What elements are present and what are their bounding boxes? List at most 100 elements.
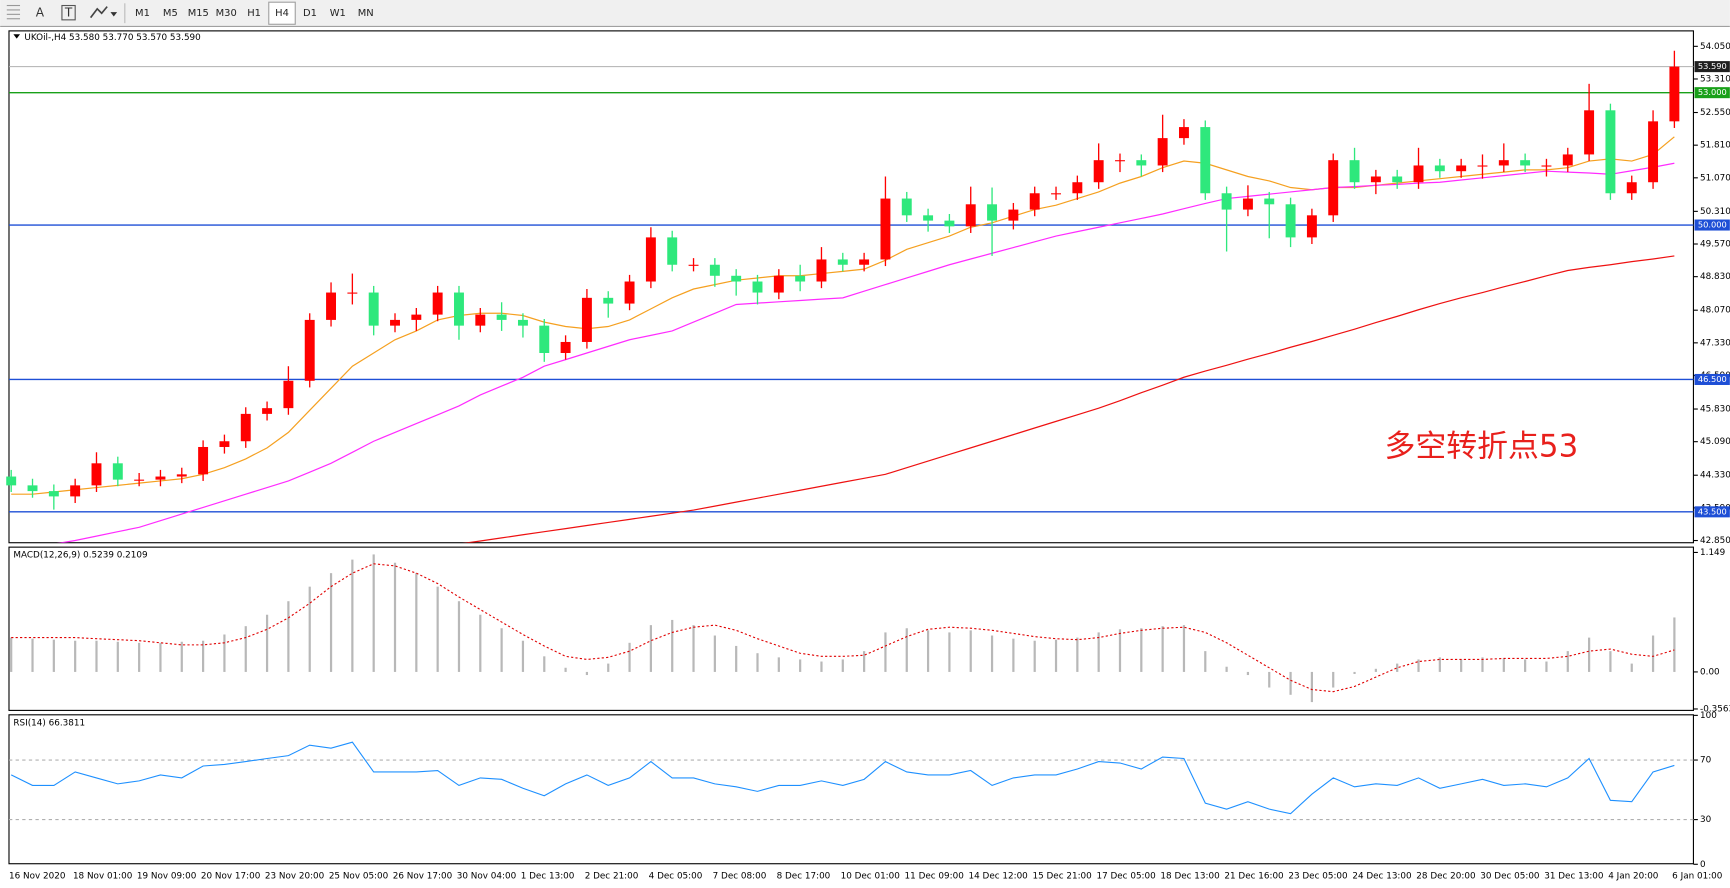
timeframe-button[interactable]: D1 (303, 8, 317, 19)
level-label: 43.500 (1698, 506, 1727, 516)
y-tick-label: 52.550 (1700, 108, 1730, 118)
macd-bar (543, 656, 546, 672)
timeframe-button[interactable]: M15 (188, 8, 209, 19)
x-tick-label: 23 Nov 20:00 (265, 871, 325, 881)
macd-bar (756, 653, 759, 672)
candle-body (517, 319, 528, 326)
macd-bar (31, 638, 34, 672)
candle-body (837, 259, 848, 265)
dropdown-arrow[interactable] (110, 12, 118, 17)
macd-bar (607, 663, 610, 672)
candle-body (27, 485, 38, 492)
macd-bar (180, 641, 183, 672)
candle-body (1648, 121, 1659, 183)
x-tick-label: 17 Dec 05:00 (1096, 871, 1156, 881)
y-tick-label: 53.310 (1700, 74, 1730, 84)
candle-body (1434, 165, 1445, 172)
tool-button[interactable]: A (36, 6, 45, 20)
candle-body (965, 204, 976, 227)
x-tick-label: 30 Nov 04:00 (457, 871, 517, 881)
macd-bar (713, 635, 716, 672)
y-tick-label: 48.830 (1700, 272, 1730, 282)
y-tick-label: 30 (1700, 815, 1712, 825)
candle-body (880, 198, 891, 260)
candle-body (91, 463, 102, 486)
candle-body (1093, 160, 1104, 183)
timeframe-button[interactable]: W1 (330, 8, 346, 19)
macd-bar (1353, 671, 1356, 675)
candle-body (1008, 209, 1019, 221)
macd-bar (1118, 629, 1122, 672)
macd-bar (1140, 628, 1143, 672)
macd-bar (863, 651, 866, 672)
x-tick-label: 1 Dec 13:00 (521, 871, 575, 881)
timeframe-button[interactable]: H1 (247, 8, 261, 19)
timeframe-button[interactable]: M5 (163, 8, 178, 19)
y-tick-label: 0.00 (1700, 667, 1720, 677)
candle-body (1200, 127, 1211, 194)
candle-body (859, 259, 870, 265)
macd-bar (799, 659, 802, 672)
objects-tool[interactable] (89, 6, 108, 19)
macd-bar (990, 635, 994, 672)
text-tool-box[interactable] (61, 4, 76, 21)
macd-bar (735, 645, 738, 672)
timeframe-button[interactable]: MN (358, 8, 374, 19)
symbol-menu-arrow[interactable] (13, 34, 21, 39)
candle-body (198, 446, 209, 475)
candle-body (70, 485, 81, 497)
candle-body (773, 275, 784, 293)
macd-bar (1481, 657, 1484, 672)
candle-body (454, 292, 464, 326)
candle-body (432, 292, 443, 315)
macd-bar (1012, 638, 1015, 672)
candle-body (48, 491, 59, 497)
x-tick-label: 16 Nov 2020 (9, 871, 66, 881)
timeframe-button[interactable]: H4 (275, 8, 289, 19)
macd-bar (521, 640, 525, 672)
macd-bar (628, 642, 631, 672)
candle-body (539, 325, 550, 353)
macd-signal (11, 563, 1675, 693)
macd-bar (1225, 666, 1228, 672)
candle-body (1242, 198, 1253, 210)
candle-body (347, 292, 358, 294)
timeframe-button[interactable]: M30 (216, 8, 237, 19)
candle-body (795, 275, 806, 282)
macd-bar (351, 559, 354, 672)
candle-body (1498, 160, 1509, 166)
level-label: 50.000 (1698, 220, 1727, 230)
x-tick-label: 6 Jan 01:00 (1672, 871, 1723, 881)
chart-title: UKOil-,H4 53.580 53.770 53.570 53.590 (24, 33, 201, 43)
macd-bar (500, 628, 503, 672)
x-tick-label: 7 Dec 08:00 (713, 871, 767, 881)
timeframe-active (268, 1, 296, 25)
macd-bar (1097, 632, 1100, 672)
macd-bar (585, 671, 589, 676)
level-label: 53.000 (1698, 87, 1727, 97)
tool-button[interactable]: T (64, 6, 73, 20)
x-tick-label: 23 Dec 05:00 (1288, 871, 1348, 881)
macd-bar (372, 554, 375, 672)
macd-bar (671, 619, 674, 672)
candle-body (581, 297, 592, 342)
level-label-box (1694, 219, 1730, 231)
candle-body (667, 237, 678, 265)
timeframe-button[interactable]: M1 (135, 8, 150, 19)
macd-bar (1289, 671, 1292, 695)
macd-bar (52, 639, 55, 672)
y-tick-label: 47.330 (1700, 338, 1730, 348)
level-label-box (1694, 373, 1730, 385)
macd-bar (905, 628, 908, 672)
macd-bar (265, 614, 269, 672)
level-label-box (1694, 506, 1730, 518)
candle-body (304, 319, 315, 381)
x-tick-label: 28 Dec 20:00 (1416, 871, 1476, 881)
macd-bar (202, 640, 205, 672)
x-tick-label: 18 Nov 01:00 (73, 871, 133, 881)
candle-body (1349, 160, 1360, 183)
x-tick-label: 26 Nov 17:00 (393, 871, 453, 881)
last-price-box (1694, 61, 1730, 73)
candle-body (1221, 193, 1232, 210)
